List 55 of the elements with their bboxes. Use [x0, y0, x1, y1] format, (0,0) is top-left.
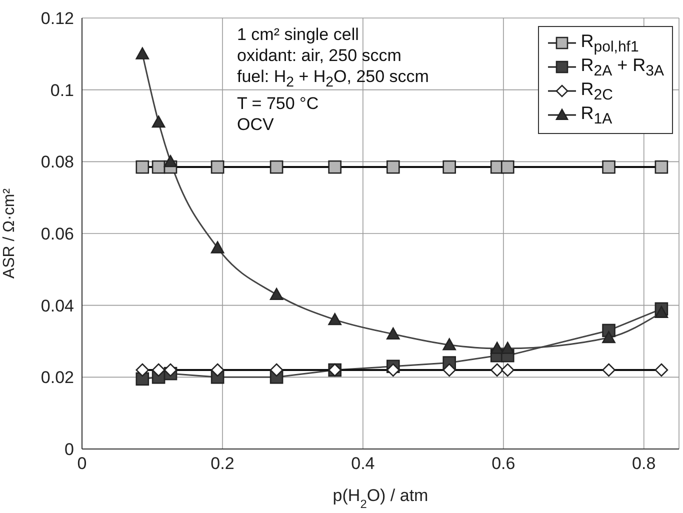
point — [654, 160, 668, 174]
point — [136, 363, 150, 377]
point — [164, 363, 178, 377]
legend-label: R$_{1A}$ — [580, 102, 612, 128]
point — [210, 160, 224, 174]
y-tick-label: 0 — [64, 440, 74, 460]
point — [500, 160, 514, 174]
annotation: oxidant: air, 250 sccm — [237, 45, 402, 66]
y-tick-label: 0.1 — [50, 80, 74, 100]
point — [602, 363, 616, 377]
point — [442, 160, 456, 174]
x-tick-label: 0 — [77, 454, 87, 474]
legend-label: R$_{2C}$ — [580, 78, 613, 104]
legend-label: R$_{2A}$ + R$_{3A}$ — [580, 54, 664, 80]
point — [500, 342, 514, 354]
x-tick-label: 0.4 — [351, 454, 375, 474]
point — [328, 160, 342, 174]
point — [602, 160, 616, 174]
point — [386, 363, 400, 377]
point — [654, 306, 668, 318]
annotation: T = 750 °C — [237, 93, 320, 114]
y-tick-label: 0.06 — [40, 224, 74, 244]
x-tick-label: 0.8 — [632, 454, 656, 474]
point — [270, 288, 284, 300]
point — [442, 338, 456, 350]
y-tick-label: 0.02 — [40, 368, 74, 388]
point — [210, 241, 224, 254]
annotation: 1 cm² single cell — [237, 24, 360, 45]
point — [490, 363, 504, 377]
y-tick-label: 0.04 — [40, 296, 74, 316]
annotation: OCV — [237, 114, 275, 136]
point — [270, 363, 284, 377]
point — [328, 313, 342, 326]
point — [136, 160, 150, 174]
point — [152, 116, 166, 128]
point — [386, 160, 400, 174]
x-axis-title: p(H$_{2}$O) / atm — [332, 486, 428, 511]
point — [490, 342, 504, 354]
point — [270, 160, 284, 174]
y-tick-label: 0.08 — [40, 152, 74, 172]
point — [152, 363, 166, 377]
point — [654, 363, 668, 377]
point — [164, 155, 178, 168]
legend-label: R$_{pol,hf1}$ — [580, 30, 639, 56]
y-axis-title: ASR / Ω·cm² — [1, 188, 18, 279]
point — [136, 47, 150, 60]
point — [210, 363, 224, 377]
x-tick-label: 0.6 — [492, 454, 516, 474]
x-tick-label: 0.2 — [210, 454, 234, 474]
point — [442, 363, 456, 377]
point — [500, 363, 514, 377]
y-tick-label: 0.12 — [40, 9, 74, 28]
point — [602, 331, 616, 344]
annotation: fuel: H$_{2}$ + H$_{2}$O, 250 sccm — [237, 66, 429, 92]
point — [386, 327, 400, 340]
